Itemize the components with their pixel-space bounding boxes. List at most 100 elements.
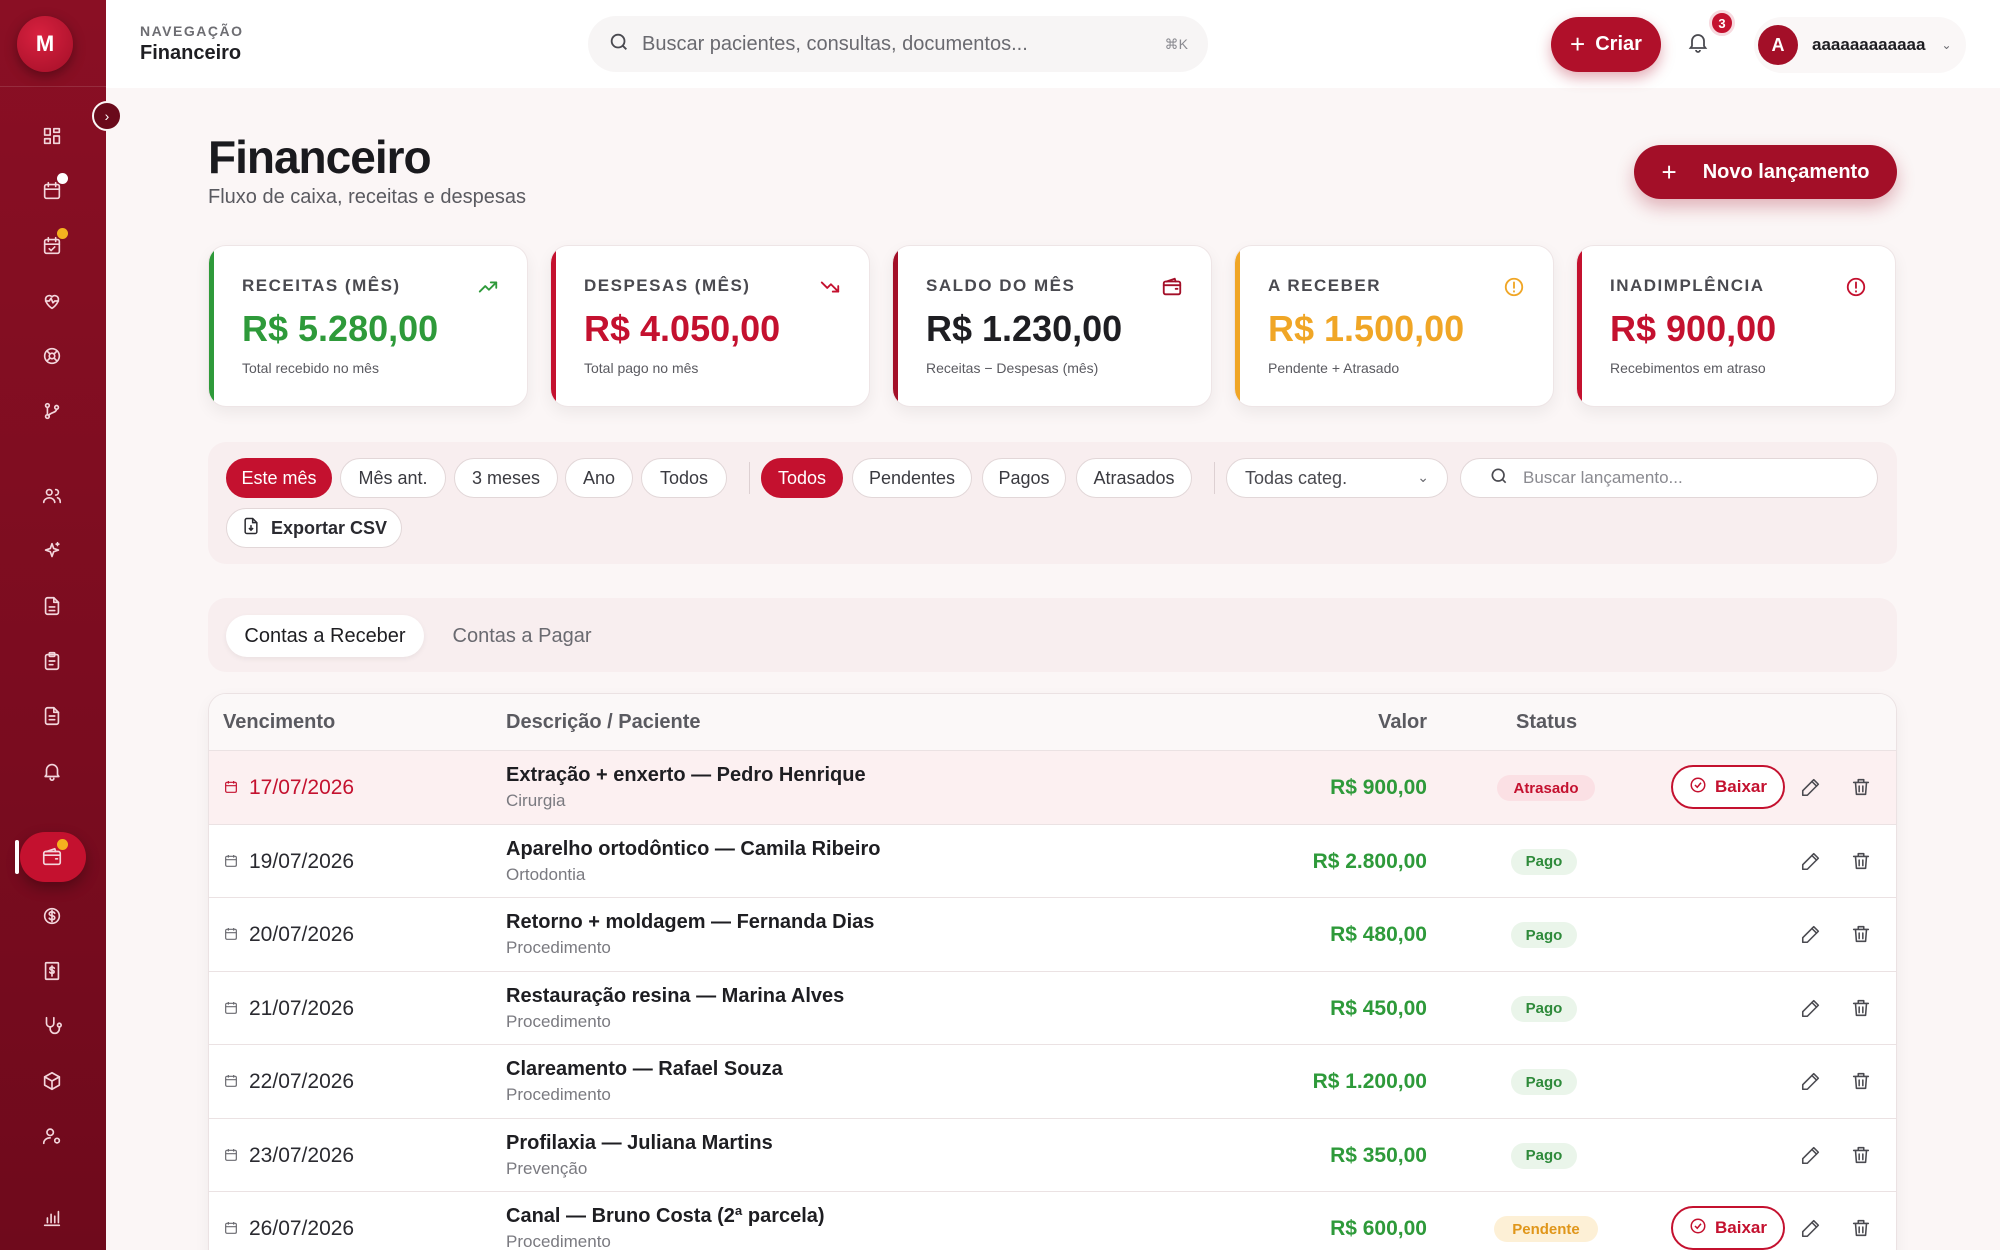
trash-icon[interactable] [1850, 776, 1874, 800]
row-due-date: 21/07/2026 [249, 996, 355, 1020]
kpi-value: R$ 1.230,00 [926, 308, 1123, 349]
table-row[interactable]: 26/07/2026 Canal — Bruno Costa (2ª parcel… [209, 1192, 1896, 1250]
git-branch-icon[interactable] [37, 396, 67, 426]
wallet-icon [1161, 276, 1185, 300]
row-value: R$ 2.800,00 [1312, 849, 1427, 873]
period-filter-chip[interactable]: Todos [641, 458, 727, 498]
column-header-status[interactable]: Status [1516, 711, 1578, 733]
table-row[interactable]: 17/07/2026 Extração + enxerto — Pedro Hen… [209, 751, 1896, 825]
user-cog-icon[interactable] [37, 1121, 67, 1151]
create-button-label: Criar [1595, 33, 1642, 55]
trash-icon[interactable] [1850, 1217, 1874, 1241]
row-due-date: 22/07/2026 [249, 1070, 355, 1093]
table-row[interactable]: 20/07/2026 Retorno + moldagem — Fernanda … [209, 898, 1896, 972]
global-search-input[interactable]: Buscar pacientes, consultas, documentos.… [588, 16, 1208, 72]
calendar-icon[interactable] [37, 173, 68, 206]
row-category: Procedimento [506, 1011, 611, 1031]
period-filter-chip[interactable]: Ano [565, 458, 633, 498]
user-name: aaaaaaaaaaaa [1812, 35, 1926, 54]
trash-icon[interactable] [1850, 923, 1874, 947]
users-icon[interactable] [37, 481, 67, 511]
stethoscope-icon[interactable] [37, 1011, 67, 1041]
sidebar-active-highlight [20, 832, 86, 882]
table-row[interactable]: 23/07/2026 Profilaxia — Juliana Martins Pr… [209, 1119, 1896, 1192]
notification-dot [57, 173, 68, 184]
nav-title: Financeiro [140, 42, 242, 64]
trash-icon[interactable] [1850, 850, 1874, 874]
status-filter-chip[interactable]: Pagos [982, 458, 1066, 498]
period-filter-chip[interactable]: Mês ant. [340, 458, 446, 498]
create-button[interactable]: + Criar [1551, 17, 1661, 72]
baixar-button[interactable]: Baixar [1671, 765, 1785, 809]
column-header-description[interactable]: Descrição / Paciente [506, 711, 701, 733]
tab-contas-a-receber[interactable]: Contas a Receber [226, 615, 424, 657]
kpi-value: R$ 900,00 [1610, 308, 1777, 349]
sidebar: M [0, 0, 106, 1250]
edit-icon[interactable] [1800, 1144, 1824, 1168]
edit-icon[interactable] [1800, 923, 1824, 947]
clipboard-icon[interactable] [37, 646, 67, 676]
row-category: Procedimento [506, 1085, 611, 1104]
search-shortcut: ⌘K [1164, 35, 1188, 52]
sidebar-collapse-toggle[interactable]: › [92, 101, 122, 131]
lifebuoy-icon[interactable] [37, 341, 67, 371]
row-category: Ortodontia [506, 864, 586, 884]
edit-icon[interactable] [1800, 776, 1824, 800]
kpi-label: SALDO DO MÊS [926, 276, 1076, 295]
bar-chart-icon[interactable] [37, 1203, 67, 1233]
row-description: Clareamento — Rafael Souza [506, 1058, 783, 1080]
bell-icon[interactable] [37, 756, 67, 786]
receipt-icon[interactable] [37, 956, 67, 986]
table-row[interactable]: 21/07/2026 Restauração resina — Marina Al… [209, 972, 1896, 1045]
calendar-check-icon[interactable] [37, 228, 68, 261]
status-badge: Pago [1511, 1142, 1577, 1169]
status-filter-chip[interactable]: Atrasados [1076, 458, 1192, 498]
status-filter-chip[interactable]: Todos [761, 458, 843, 498]
entry-search-input[interactable]: Buscar lançamento... [1460, 458, 1878, 498]
dollar-circle-icon[interactable] [37, 901, 67, 931]
edit-icon[interactable] [1800, 850, 1824, 874]
notifications-bell-icon[interactable] [1686, 30, 1714, 58]
dashboard-icon[interactable] [37, 121, 67, 151]
entry-search-placeholder: Buscar lançamento... [1523, 468, 1683, 487]
period-filter-chip[interactable]: Este mês [226, 458, 332, 498]
page-title: Financeiro [208, 131, 432, 183]
tab-contas-a-pagar[interactable]: Contas a Pagar [452, 624, 592, 647]
kpi-card: RECEITAS (MÊS) R$ 5.280,00 Total recebido … [208, 245, 528, 407]
edit-icon[interactable] [1800, 1217, 1824, 1241]
kpi-label: INADIMPLÊNCIA [1610, 276, 1765, 295]
edit-icon[interactable] [1800, 1070, 1824, 1094]
heart-pulse-icon[interactable] [37, 286, 67, 316]
app-logo[interactable]: M [17, 16, 73, 72]
column-header-value[interactable]: Valor [1378, 711, 1427, 733]
chevron-down-icon: ⌄ [1417, 469, 1429, 485]
row-description: Extração + enxerto — Pedro Henrique [506, 764, 866, 786]
calendar-icon [223, 853, 241, 871]
period-filter-chip[interactable]: 3 meses [454, 458, 558, 498]
package-icon[interactable] [37, 1066, 67, 1096]
new-entry-button[interactable]: + Novo lançamento [1634, 145, 1897, 199]
column-header-due[interactable]: Vencimento [223, 711, 336, 733]
table-row[interactable]: 22/07/2026 Clareamento — Rafael Souza Proc… [209, 1045, 1896, 1119]
kpi-note: Pendente + Atrasado [1268, 360, 1400, 376]
document-icon[interactable] [37, 591, 67, 621]
baixar-button[interactable]: Baixar [1671, 1206, 1785, 1250]
row-due-date: 20/07/2026 [249, 923, 355, 946]
sidebar-active-indicator [15, 840, 19, 874]
notification-dot [57, 228, 68, 239]
category-select[interactable]: Todas categ. ⌄ [1226, 458, 1448, 498]
row-value: R$ 480,00 [1330, 923, 1427, 946]
notification-dot [57, 839, 68, 850]
filter-divider [749, 462, 750, 494]
sparkles-icon[interactable] [37, 536, 67, 566]
table-row[interactable]: 19/07/2026 Aparelho ortodôntico — Camila … [209, 825, 1896, 898]
trash-icon[interactable] [1850, 997, 1874, 1021]
wallet-icon[interactable] [37, 839, 68, 872]
status-filter-chip[interactable]: Pendentes [852, 458, 972, 498]
export-csv-button[interactable]: Exportar CSV [226, 508, 402, 548]
file-text-icon[interactable] [37, 701, 67, 731]
edit-icon[interactable] [1800, 997, 1824, 1021]
trash-icon[interactable] [1850, 1070, 1874, 1094]
user-menu[interactable]: A aaaaaaaaaaaa ⌄ [1754, 17, 1966, 73]
trash-icon[interactable] [1850, 1144, 1874, 1168]
